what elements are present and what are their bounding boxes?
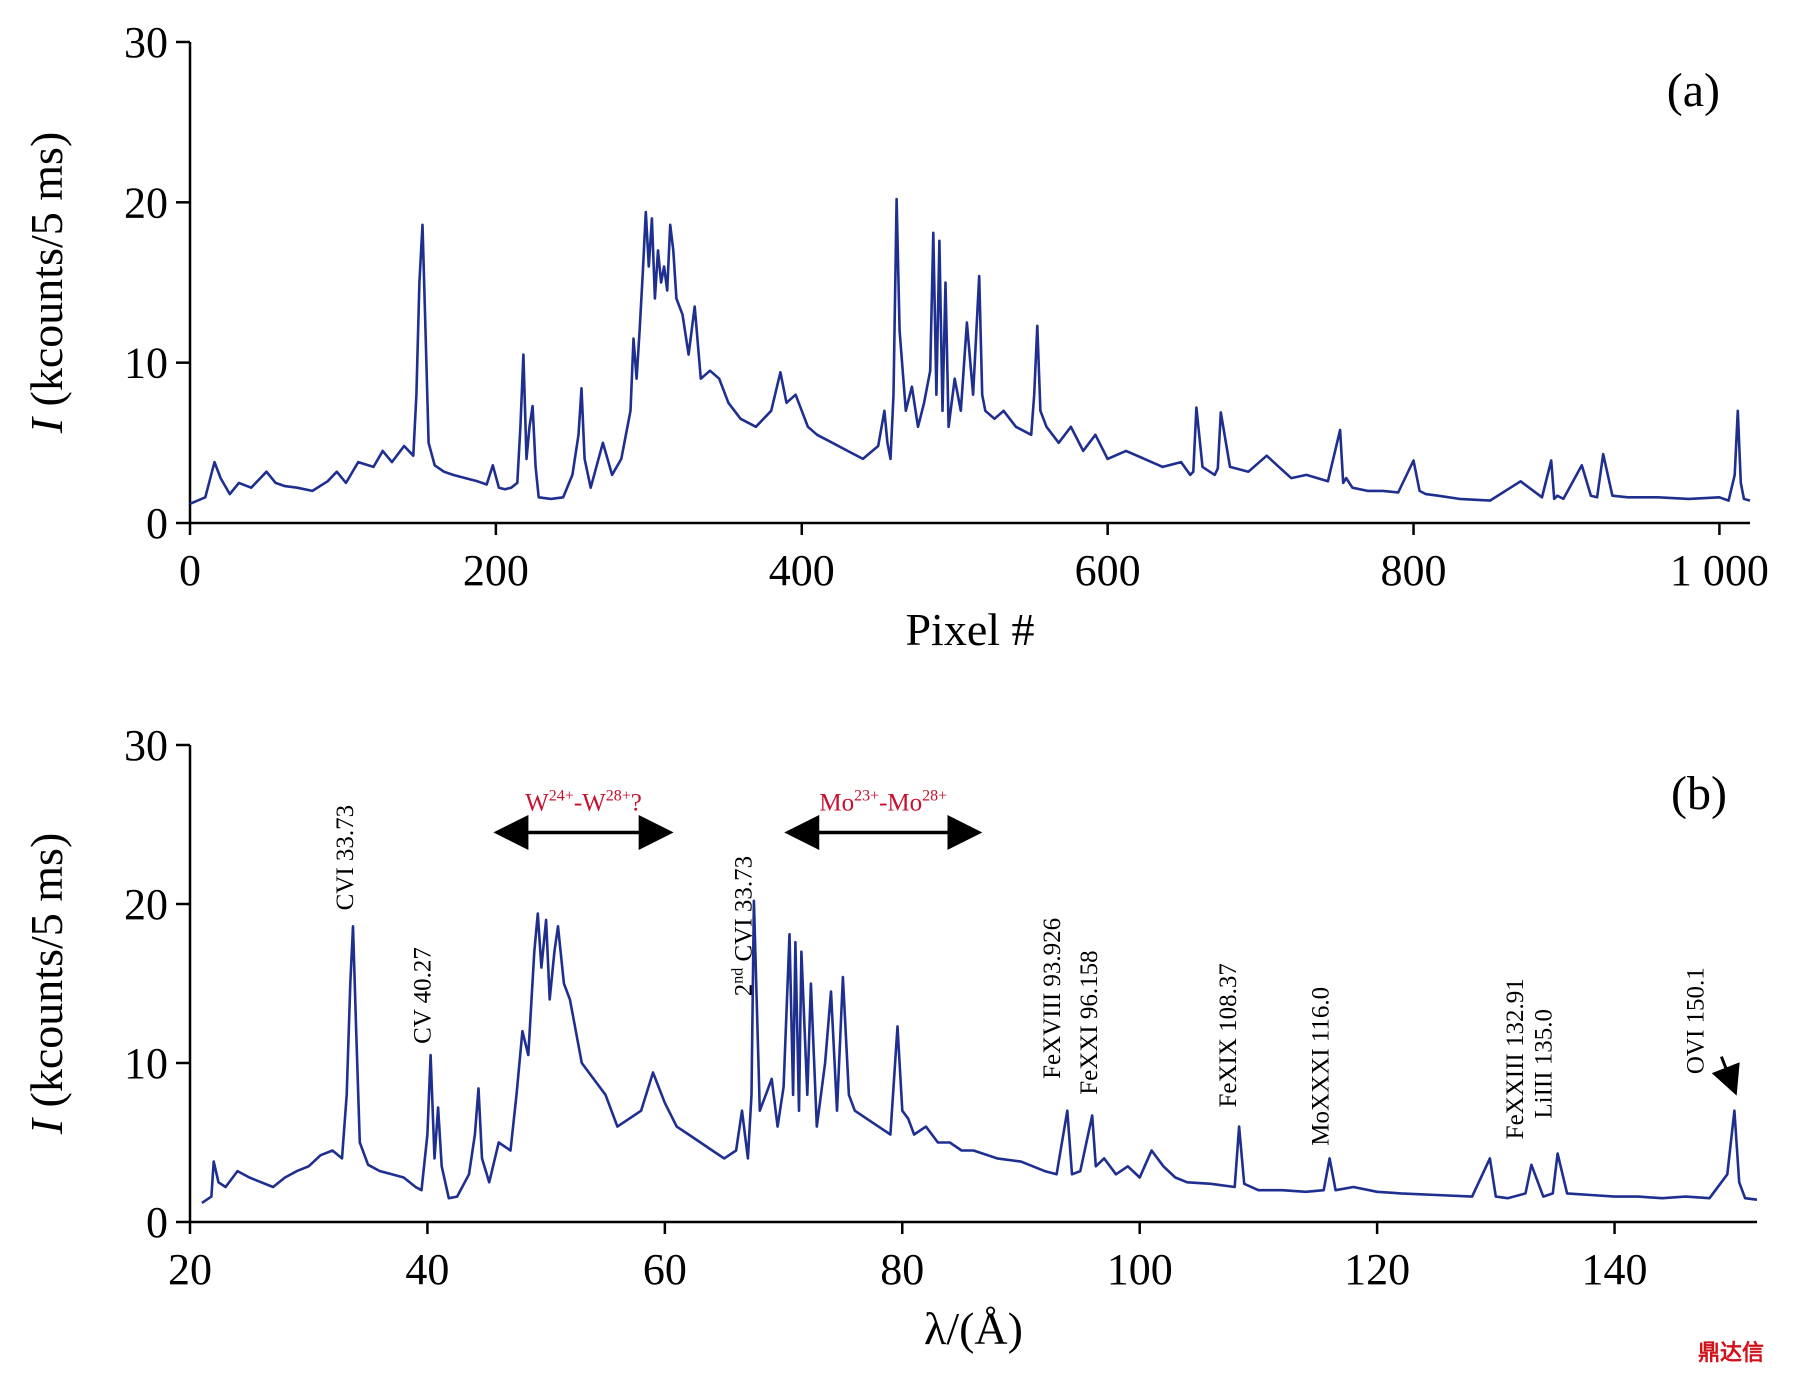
panel-label-a: (a) — [1667, 64, 1720, 117]
panel-label-b: (b) — [1671, 767, 1727, 820]
y-tick-label-a: 10 — [124, 339, 168, 388]
x-tick-label-a: 200 — [463, 546, 529, 595]
x-tick-label-b: 60 — [643, 1245, 687, 1294]
line-label: FeXVIII 93.926 — [1039, 918, 1066, 1079]
y-tick-label-b: 20 — [124, 880, 168, 929]
x-tick-label-b: 100 — [1107, 1245, 1173, 1294]
x-tick-label-b: 120 — [1344, 1245, 1410, 1294]
line-label: LiIII 135.0 — [1531, 1009, 1558, 1119]
y-tick-label-b: 10 — [124, 1039, 168, 1088]
watermark-logo: 鼎达信 — [1697, 1341, 1764, 1366]
y-tick-label-b: 0 — [146, 1198, 168, 1247]
y-axis-title-a: I (kcounts/5 ms) — [21, 132, 72, 435]
spectrum-line-b — [201, 899, 1758, 1204]
region-label-2: Mo23+-Mo28+ — [819, 787, 947, 816]
line-label: FeXXI 96.158 — [1076, 950, 1103, 1094]
line-label: FeXIX 108.37 — [1215, 963, 1242, 1107]
panel-b: 0 10 20 30 20 40 60 80 100 120 140 λ/(Å) I (kcounts/… — [21, 721, 1758, 1354]
line-label: FeXXIII 132.91 — [1502, 978, 1529, 1139]
x-axis-title-a: Pixel # — [905, 604, 1034, 655]
x-tick-label-b: 80 — [880, 1245, 924, 1294]
x-tick-label-b: 40 — [405, 1245, 449, 1294]
x-tick-label-a: 1 000 — [1670, 546, 1769, 595]
y-axis-title-b: I (kcounts/5 ms) — [21, 833, 72, 1136]
y-tick-label-b: 30 — [124, 721, 168, 770]
y-tick-label-a: 0 — [146, 499, 168, 548]
x-tick-label-b: 140 — [1582, 1245, 1648, 1294]
x-tick-label-b: 20 — [168, 1245, 212, 1294]
region-label-1: W24+-W28+? — [525, 787, 642, 816]
x-axis-title-b: λ/(Å) — [924, 1303, 1023, 1354]
y-tick-label-a: 20 — [124, 178, 168, 227]
line-label: 2nd CVI 33.73 — [730, 856, 758, 996]
line-label: OVI 150.1 — [1683, 967, 1710, 1074]
x-tick-label-a: 600 — [1075, 546, 1141, 595]
line-label: CV 40.27 — [410, 947, 437, 1044]
x-tick-label-a: 800 — [1381, 546, 1447, 595]
spectrum-line-a — [189, 197, 1751, 505]
line-label: CVI 33.73 — [332, 805, 359, 911]
line-label: MoXXXI 116.0 — [1307, 987, 1334, 1146]
x-tick-label-a: 400 — [769, 546, 835, 595]
ovi-pointer-arrow — [1711, 1056, 1740, 1096]
panel-a: 0 10 20 30 0 200 400 600 800 1 000 Pixel # I (kcoun… — [21, 18, 1769, 655]
x-tick-label-a: 0 — [179, 546, 201, 595]
y-tick-label-a: 30 — [124, 18, 168, 67]
